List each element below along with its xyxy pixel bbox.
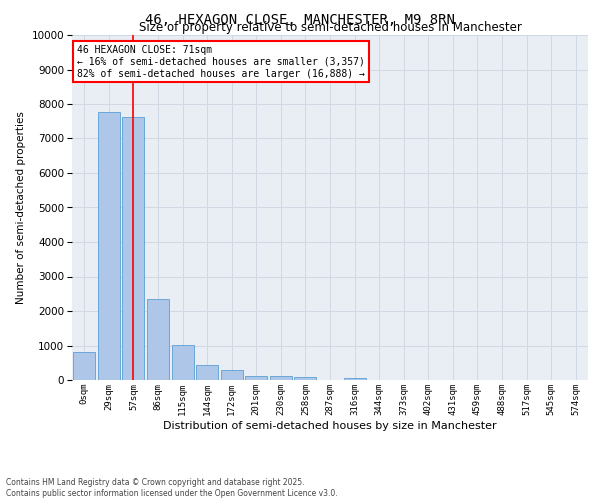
Text: 46 HEXAGON CLOSE: 71sqm
← 16% of semi-detached houses are smaller (3,357)
82% of: 46 HEXAGON CLOSE: 71sqm ← 16% of semi-de…	[77, 46, 365, 78]
Bar	[73, 352, 95, 380]
Bar	[270, 376, 292, 380]
Text: 46, HEXAGON CLOSE, MANCHESTER, M9 8RN: 46, HEXAGON CLOSE, MANCHESTER, M9 8RN	[145, 12, 455, 26]
X-axis label: Distribution of semi-detached houses by size in Manchester: Distribution of semi-detached houses by …	[163, 420, 497, 430]
Bar	[172, 345, 194, 380]
Y-axis label: Number of semi-detached properties: Number of semi-detached properties	[16, 111, 26, 304]
Bar	[221, 370, 243, 380]
Bar	[344, 378, 365, 380]
Text: Contains HM Land Registry data © Crown copyright and database right 2025.
Contai: Contains HM Land Registry data © Crown c…	[6, 478, 338, 498]
Title: Size of property relative to semi-detached houses in Manchester: Size of property relative to semi-detach…	[139, 21, 521, 34]
Bar	[98, 112, 120, 380]
Bar	[122, 117, 145, 380]
Bar	[196, 365, 218, 380]
Bar	[295, 377, 316, 380]
Bar	[245, 376, 268, 380]
Bar	[147, 300, 169, 380]
